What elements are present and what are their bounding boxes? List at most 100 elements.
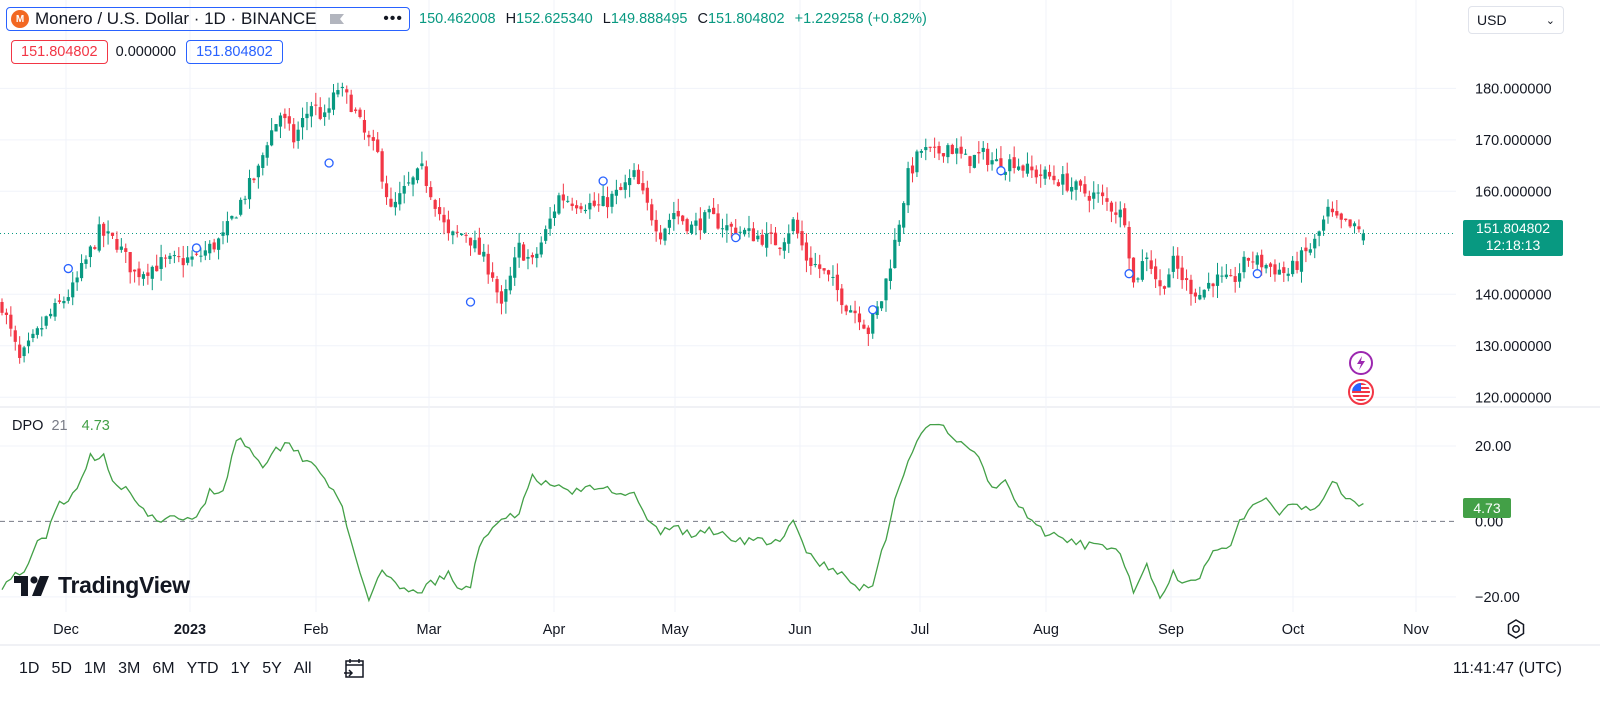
candle-body <box>707 209 711 213</box>
candle-body <box>35 328 39 335</box>
timeframe-1y[interactable]: 1Y <box>230 660 251 677</box>
timeframe-all[interactable]: All <box>293 660 312 677</box>
candle-body <box>1070 186 1074 192</box>
candle-body <box>570 203 574 207</box>
candle-body <box>1352 223 1357 227</box>
candle-body <box>1184 278 1189 281</box>
candle <box>557 192 561 216</box>
candle-body <box>1171 255 1175 272</box>
candle-body <box>1083 184 1087 194</box>
candle <box>1030 155 1034 179</box>
clock[interactable]: 11:41:47 (UTC) <box>1452 660 1562 677</box>
currency-select[interactable]: USD ⌄ <box>1468 6 1564 34</box>
candle <box>1171 246 1175 279</box>
candle <box>1304 237 1308 263</box>
candle <box>163 254 168 268</box>
candle-body <box>300 118 305 128</box>
ohlc-close: 151.804802 <box>707 11 785 27</box>
candle-body <box>1268 263 1273 267</box>
candle-body <box>115 239 119 250</box>
candle-body <box>411 177 415 185</box>
candle-body <box>734 227 738 236</box>
dpo-legend[interactable]: DPO 21 4.73 <box>12 418 110 434</box>
candle-body <box>141 274 146 279</box>
timeframe-3m[interactable]: 3M <box>118 660 141 677</box>
more-icon[interactable]: ••• <box>383 10 403 27</box>
candle <box>835 263 839 302</box>
candle <box>1025 152 1030 177</box>
candle-body <box>1056 182 1060 187</box>
timeframe-ytd[interactable]: YTD <box>186 660 219 677</box>
candle-body <box>331 92 336 110</box>
timeframe-1d[interactable]: 1D <box>19 660 40 677</box>
candle-body <box>1317 231 1321 236</box>
candle-body <box>835 274 839 291</box>
candle-body <box>844 305 848 312</box>
calendar-range-icon[interactable] <box>342 657 366 681</box>
candle-body <box>84 259 88 264</box>
dpo-length: 21 <box>51 418 68 434</box>
candle <box>1021 164 1025 178</box>
candle <box>906 161 910 213</box>
flag-icon[interactable] <box>329 13 345 25</box>
candle <box>570 197 574 211</box>
candle <box>362 109 367 140</box>
candle-body <box>871 313 875 334</box>
candle <box>1162 285 1167 295</box>
candle-body <box>1123 208 1127 226</box>
candle-body <box>1100 192 1105 197</box>
candle-body <box>495 279 499 293</box>
candle <box>1167 268 1171 288</box>
candle <box>1052 165 1056 185</box>
gear-icon[interactable] <box>1505 618 1527 640</box>
candle-body <box>526 256 530 259</box>
candle <box>473 230 477 253</box>
candle <box>676 198 680 225</box>
candle-body <box>22 347 26 357</box>
timeframe-5d[interactable]: 5D <box>51 660 72 677</box>
candle-body <box>177 256 181 258</box>
candle-body <box>751 228 755 242</box>
candle-body <box>504 289 508 302</box>
candle <box>561 183 565 209</box>
candle-body <box>1260 254 1264 268</box>
time-axis-tick-label: Nov <box>1403 622 1430 638</box>
symbol-box[interactable]: M Monero / U.S. Dollar · 1D · BINANCE ••… <box>6 7 410 31</box>
dpo-axis-tick-label: 0.00 <box>1475 514 1503 530</box>
candle-body <box>1224 274 1228 278</box>
us-flag-event-icon[interactable] <box>1346 378 1376 406</box>
candle-body <box>1255 255 1259 265</box>
candle-body <box>804 242 809 261</box>
candle <box>186 246 190 266</box>
candle <box>937 141 941 161</box>
candle <box>181 245 185 278</box>
candle <box>981 141 985 160</box>
candle <box>491 262 495 282</box>
bottom-toolbar: 1D 5D 1M 3M 6M YTD 1Y 5Y All 11:41:47 (U… <box>0 650 1600 688</box>
candle-body <box>698 218 702 231</box>
timeframe-6m[interactable]: 6M <box>152 660 175 677</box>
candle <box>49 308 53 319</box>
price-axis-tick-label: 170.000000 <box>1475 133 1552 149</box>
candle <box>336 82 340 98</box>
lightning-event-icon[interactable] <box>1348 350 1374 376</box>
candle <box>464 232 468 243</box>
candle-body <box>261 155 265 168</box>
timeframe-5y[interactable]: 5Y <box>262 660 282 677</box>
timeframe-1m[interactable]: 1M <box>83 660 107 677</box>
candle <box>451 230 455 245</box>
candle-body <box>437 207 442 215</box>
currency-value: USD <box>1477 12 1507 28</box>
candle <box>756 230 760 242</box>
candle-body <box>530 255 534 258</box>
buy-price-box[interactable]: 151.804802 <box>186 40 283 64</box>
candle-body <box>1078 180 1083 186</box>
candle <box>40 316 44 337</box>
candle-body <box>685 219 689 232</box>
candle <box>849 305 853 313</box>
candle <box>1083 176 1087 197</box>
candle-body <box>694 220 698 226</box>
event-marker <box>996 166 1006 176</box>
sell-price-box[interactable]: 151.804802 <box>11 40 108 64</box>
